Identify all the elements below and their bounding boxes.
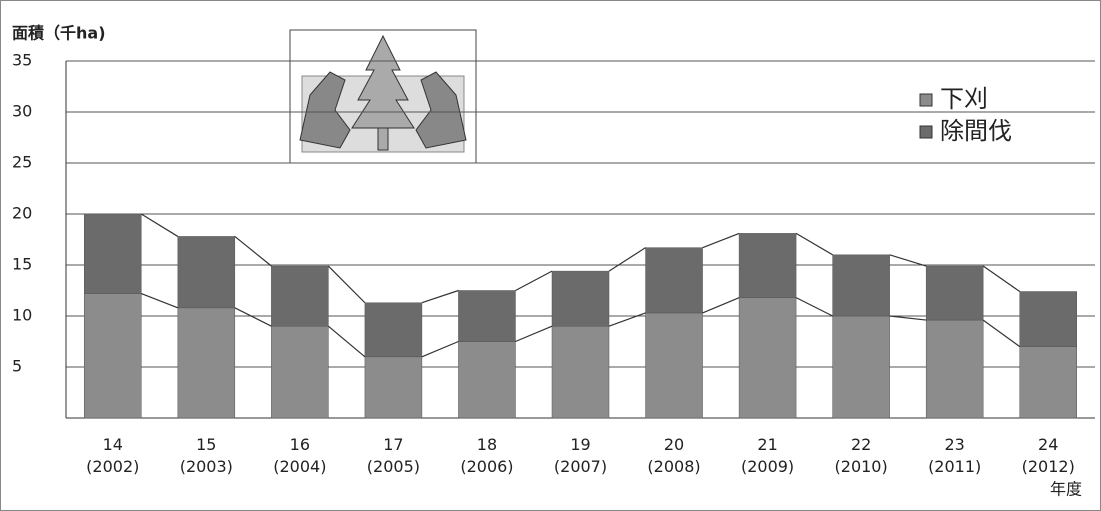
bar-segment xyxy=(1019,346,1077,419)
bar-segment xyxy=(458,341,516,419)
x-tick-label: 22 (2010) xyxy=(834,435,888,476)
y-tick-label: 35 xyxy=(12,51,32,70)
bar-segment xyxy=(177,236,236,309)
legend-label: 除間伐 xyxy=(940,117,1012,145)
x-axis-title: 年度 xyxy=(1050,480,1082,499)
bar-segment xyxy=(364,302,423,358)
series-line xyxy=(702,297,740,314)
bar-segment xyxy=(645,247,703,314)
series-line xyxy=(140,213,179,237)
bar-segment xyxy=(832,254,890,317)
series-line xyxy=(702,232,740,249)
bar-segment xyxy=(1019,291,1077,347)
illustration-right-hand xyxy=(415,71,467,149)
x-tick-label: 24 (2012) xyxy=(1021,435,1075,476)
series-line xyxy=(327,265,366,304)
y-tick-label: 15 xyxy=(12,255,32,274)
x-tick-label: 17 (2005) xyxy=(366,435,420,476)
bar-segment xyxy=(738,297,797,419)
legend-label: 下刈 xyxy=(940,85,988,113)
series-line xyxy=(515,270,553,292)
series-line xyxy=(889,254,927,267)
bar-segment xyxy=(551,270,610,327)
bar-segment xyxy=(271,325,329,419)
series-line xyxy=(608,247,646,272)
series-line xyxy=(515,325,553,343)
y-tick-label: 25 xyxy=(12,153,32,172)
y-axis-title: 面積（千ha) xyxy=(12,24,106,43)
series-line xyxy=(327,325,366,358)
series-line xyxy=(608,312,646,327)
series-line xyxy=(141,293,179,309)
bar-segment xyxy=(177,307,236,419)
x-tick-label: 20 (2008) xyxy=(647,435,701,476)
bar-segment xyxy=(271,265,329,327)
series-line xyxy=(234,235,272,267)
series-line xyxy=(421,289,459,304)
bar-segment xyxy=(84,213,142,294)
series-line xyxy=(421,340,459,358)
series-line xyxy=(982,319,1021,348)
y-tick-label: 30 xyxy=(12,102,32,121)
series-line xyxy=(889,315,927,321)
y-tick-label: 20 xyxy=(12,204,32,223)
bar-segment xyxy=(832,315,890,419)
y-tick-label: 10 xyxy=(12,306,32,325)
bar-segment xyxy=(738,233,797,298)
x-tick-label: 19 (2007) xyxy=(553,435,608,476)
illustration-left-hand xyxy=(299,71,351,149)
series-line xyxy=(795,297,833,317)
legend-swatch xyxy=(919,125,933,139)
bar-segment xyxy=(645,312,703,419)
x-tick-label: 23 (2011) xyxy=(928,435,982,476)
bar-segment xyxy=(925,319,984,419)
bar-segment xyxy=(364,356,423,419)
bar-segment xyxy=(84,293,142,419)
illustration xyxy=(289,29,477,164)
y-tick-label: 5 xyxy=(12,357,22,376)
x-tick-label: 16 (2004) xyxy=(273,435,327,476)
bar-segment xyxy=(458,290,516,342)
legend-swatch xyxy=(919,93,933,107)
bar-segment xyxy=(551,325,610,419)
bar-segment xyxy=(925,265,984,321)
x-tick-label: 14 (2002) xyxy=(86,435,140,476)
illustration-trunk xyxy=(377,127,389,151)
x-tick-label: 21 (2009) xyxy=(740,435,795,476)
series-line xyxy=(795,232,833,256)
series-line xyxy=(234,307,272,327)
x-tick-label: 18 (2006) xyxy=(460,435,514,476)
x-tick-label: 15 (2003) xyxy=(179,435,233,476)
series-line xyxy=(982,265,1021,293)
